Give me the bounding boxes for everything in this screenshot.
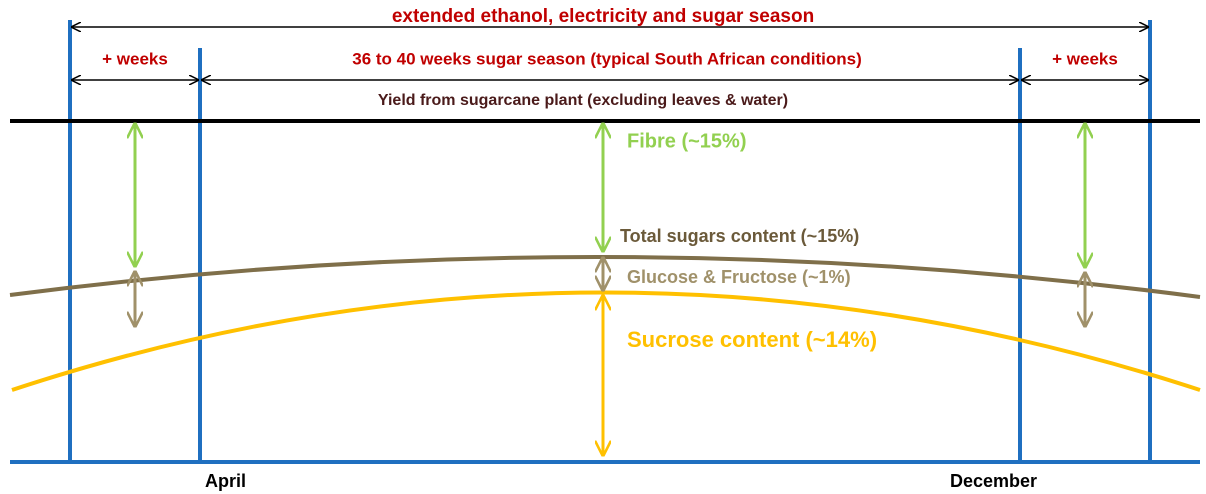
yield-label: Yield from sugarcane plant (excluding le… <box>378 92 788 109</box>
total-sugars-label: Total sugars content (~15%) <box>620 226 859 246</box>
season-title: extended ethanol, electricity and sugar … <box>392 6 814 27</box>
sucrose-label: Sucrose content (~14%) <box>627 327 877 352</box>
extension-label: + weeks <box>1052 49 1118 68</box>
fibre-label: Fibre (~15%) <box>627 130 746 152</box>
structure <box>9 20 1201 464</box>
extension-label: + weeks <box>102 49 168 68</box>
glucose-label: Glucose & Fructose (~1%) <box>627 267 851 287</box>
month-label: December <box>950 471 1037 491</box>
month-label: April <box>205 471 246 491</box>
season-label: 36 to 40 weeks sugar season (typical Sou… <box>352 49 862 68</box>
